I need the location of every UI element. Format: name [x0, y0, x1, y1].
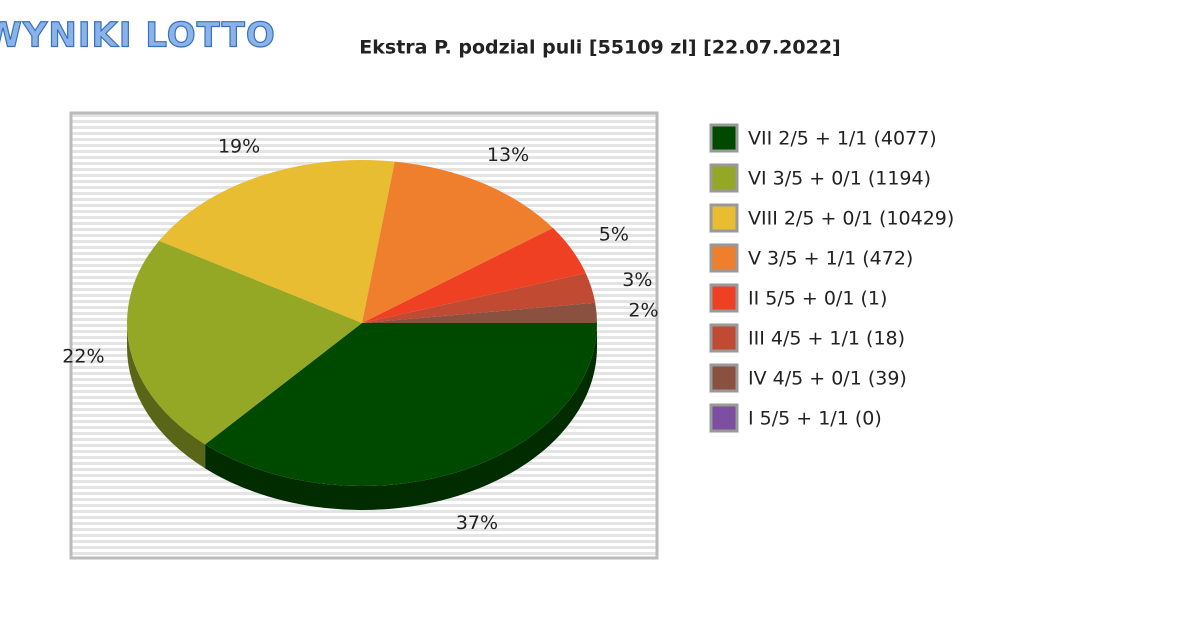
data-label: 2% [628, 299, 658, 321]
data-label: 22% [62, 346, 104, 368]
legend-label: VI 3/5 + 0/1 (1194) [748, 168, 931, 190]
legend-swatch [709, 123, 739, 153]
legend-swatch [709, 363, 739, 393]
chart-title: Ekstra P. podzial puli [55109 zl] [22.07… [359, 37, 840, 59]
data-label: 37% [456, 512, 498, 534]
legend-swatch [709, 163, 739, 193]
legend-label: III 4/5 + 1/1 (18) [748, 328, 905, 350]
legend-swatch [709, 323, 739, 353]
pie: 37% 22% 19% 13% 5% 3% 2% [62, 135, 658, 534]
legend-label: VII 2/5 + 1/1 (4077) [748, 128, 937, 150]
pie-slice [362, 302, 597, 323]
data-label: 5% [599, 224, 629, 246]
data-label: 3% [622, 269, 652, 291]
legend-label: I 5/5 + 1/1 (0) [748, 408, 882, 430]
logo: WYNIKI LOTTO [0, 16, 276, 56]
pie-slice [127, 240, 362, 445]
legend: VII 2/5 + 1/1 (4077) VI 3/5 + 0/1 (1194) V… [709, 123, 954, 433]
legend-label: IV 4/5 + 0/1 (39) [748, 368, 907, 390]
legend-swatch [709, 243, 739, 273]
pie-side [127, 323, 206, 469]
pie-slice [205, 323, 597, 486]
pie-slice [362, 228, 586, 323]
legend-label: VIII 2/5 + 0/1 (10429) [748, 208, 954, 230]
pie-side [205, 323, 597, 510]
pie-slice [362, 273, 596, 323]
legend-label: V 3/5 + 1/1 (472) [748, 248, 913, 270]
legend-swatch [709, 203, 739, 233]
legend-swatch [709, 283, 739, 313]
data-label: 19% [218, 135, 260, 157]
legend-swatch [709, 403, 739, 433]
pie-slice [159, 160, 395, 323]
pie-slice [362, 161, 553, 323]
data-label: 13% [487, 144, 529, 166]
legend-label: II 5/5 + 0/1 (1) [748, 288, 887, 310]
